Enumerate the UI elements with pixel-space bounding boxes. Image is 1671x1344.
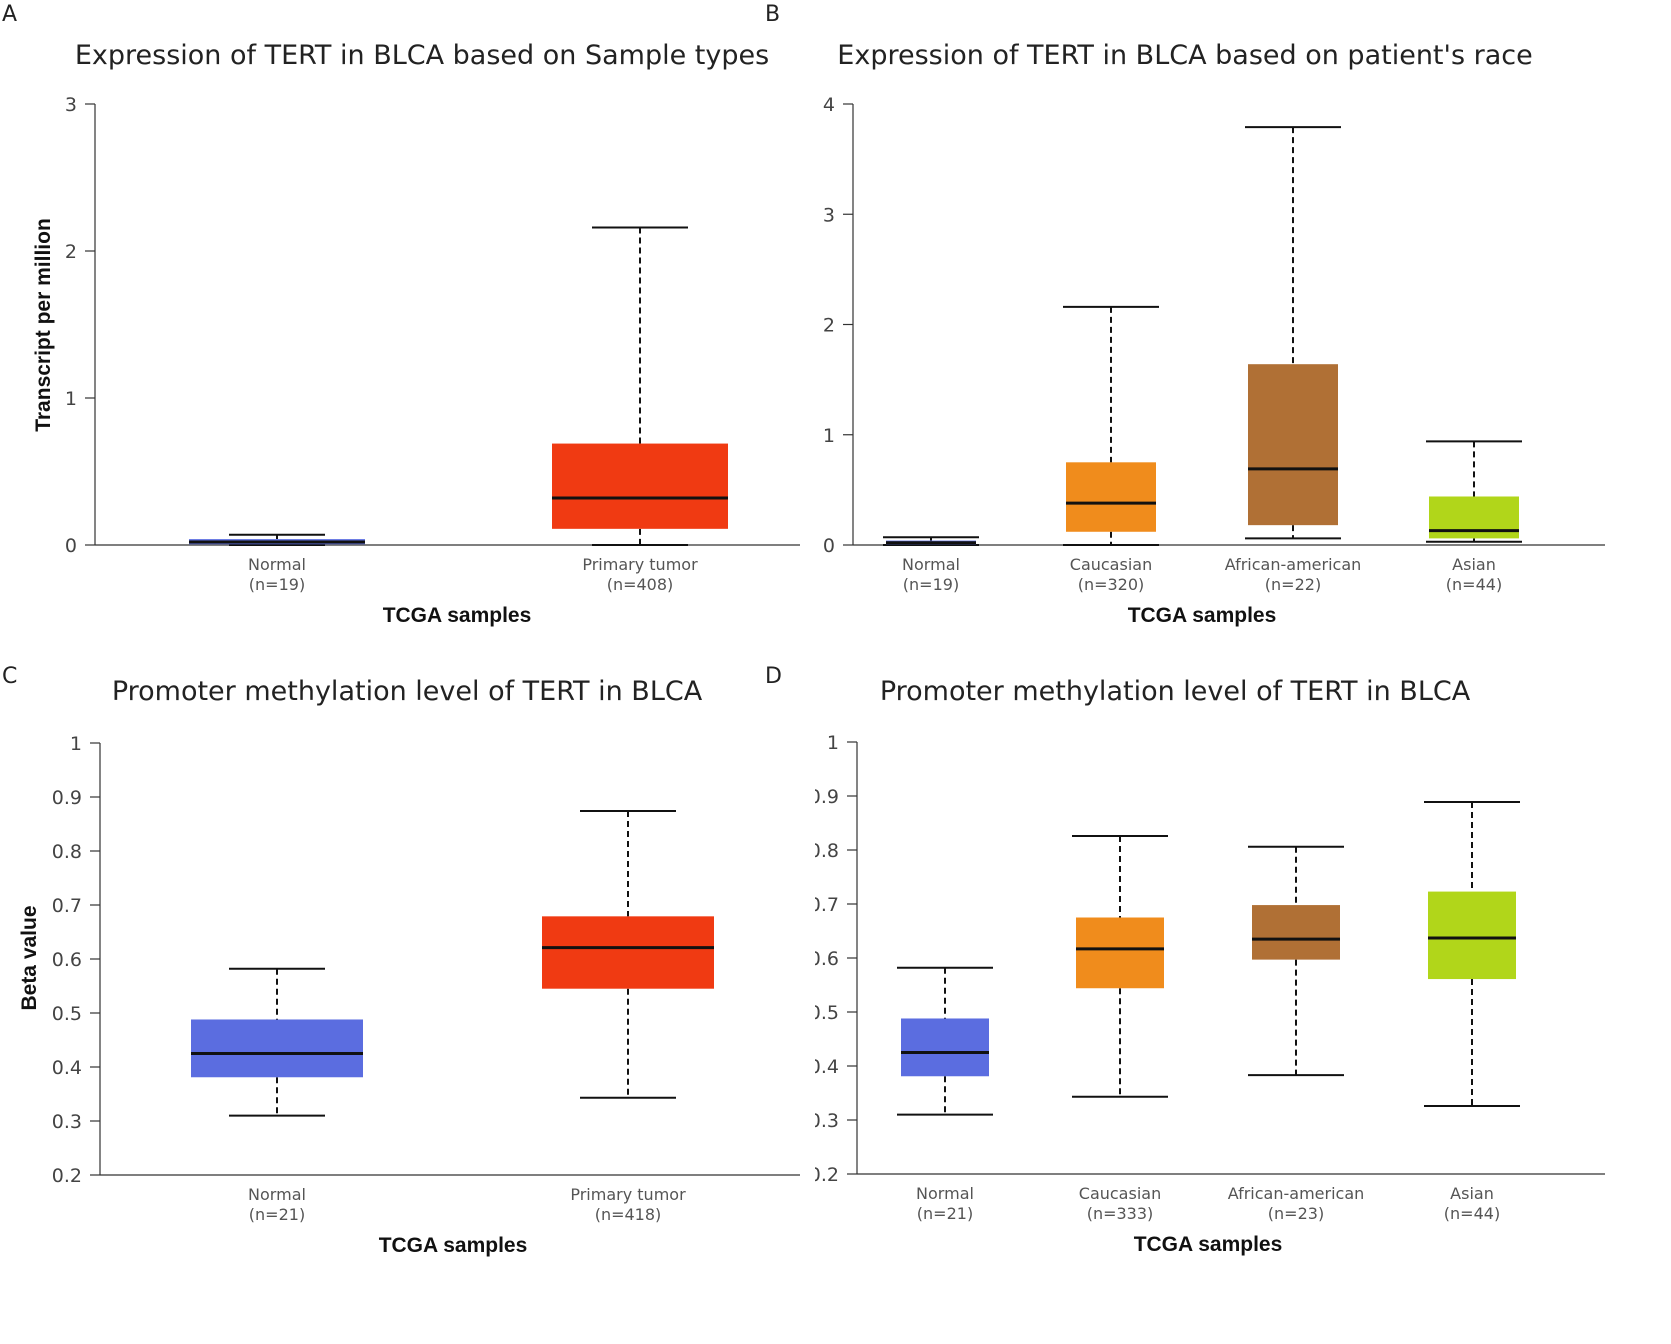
count-label-b-3: (n=44) xyxy=(1446,575,1502,594)
category-label-c-0: Normal xyxy=(248,1185,306,1204)
y-tick-label-d-5: 0.7 xyxy=(815,894,839,916)
y-tick-label-b-3: 3 xyxy=(823,204,835,226)
count-label-c-1: (n=418) xyxy=(595,1205,662,1224)
panel-letter-a: A xyxy=(2,2,18,27)
y-tick-label-d-0: 0.2 xyxy=(815,1164,839,1186)
count-label-d-1: (n=333) xyxy=(1087,1204,1154,1223)
count-label-b-0: (n=19) xyxy=(903,575,959,594)
y-tick-label-d-2: 0.4 xyxy=(815,1056,839,1078)
y-axis-title-a: Transcript per million xyxy=(32,218,55,432)
y-tick-label-c-0: 0.2 xyxy=(52,1165,82,1187)
box-c-0 xyxy=(191,1019,363,1078)
chart-title-a: Expression of TERT in BLCA based on Samp… xyxy=(74,40,770,71)
y-tick-label-d-8: 1 xyxy=(827,732,839,754)
count-label-d-3: (n=44) xyxy=(1444,1204,1500,1223)
y-tick-label-d-1: 0.3 xyxy=(815,1110,839,1132)
x-axis-title-b: TCGA samples xyxy=(1128,604,1277,627)
panel-letter-c: C xyxy=(2,664,18,689)
x-axis-title-c: TCGA samples xyxy=(379,1234,528,1257)
box-plot-c: 0.2 0.3 0.4 0.5 0.6 0.7 0.8 0.9 1 Beta value TCGA … xyxy=(18,733,800,1257)
y-tick-label-b-2: 2 xyxy=(823,315,835,337)
y-tick-label-d-6: 0.8 xyxy=(815,840,839,862)
y-tick-label-c-5: 0.7 xyxy=(52,895,82,917)
category-label-b-3: Asian xyxy=(1452,555,1496,574)
y-tick-label-a-2: 2 xyxy=(65,241,77,263)
box-d-0 xyxy=(901,1018,989,1077)
y-tick-label-d-4: 0.6 xyxy=(815,948,839,970)
y-tick-label-a-3: 3 xyxy=(65,94,77,116)
category-label-a-1: Primary tumor xyxy=(582,555,698,574)
y-tick-label-b-0: 0 xyxy=(823,535,835,557)
category-label-d-2: African-american xyxy=(1228,1184,1365,1203)
y-tick-label-c-8: 1 xyxy=(70,733,82,755)
box-c-1 xyxy=(542,916,714,989)
panel-a: A Expression of TERT in BLCA based on Sa… xyxy=(0,0,800,680)
y-tick-label-b-4: 4 xyxy=(823,94,835,116)
box-a-1 xyxy=(552,443,728,529)
category-label-d-3: Asian xyxy=(1450,1184,1494,1203)
category-label-b-2: African-american xyxy=(1225,555,1362,574)
count-label-c-0: (n=21) xyxy=(249,1205,305,1224)
y-tick-label-c-6: 0.8 xyxy=(52,841,82,863)
chart-title-c: Promoter methylation level of TERT in BL… xyxy=(111,676,703,707)
box-d-3 xyxy=(1428,891,1516,980)
count-label-a-1: (n=408) xyxy=(607,575,674,594)
y-tick-label-c-7: 0.9 xyxy=(52,787,82,809)
y-tick-label-b-1: 1 xyxy=(823,425,835,447)
chart-title-b: Expression of TERT in BLCA based on pati… xyxy=(837,40,1533,71)
panel-letter-d: D xyxy=(765,664,782,689)
panel-c: C Promoter methylation level of TERT in … xyxy=(0,664,800,1344)
panel-b: B Expression of TERT in BLCA based on pa… xyxy=(765,0,1671,680)
chart-title-d: Promoter methylation level of TERT in BL… xyxy=(879,676,1471,707)
panel-d: D Promoter methylation level of TERT in … xyxy=(765,664,1671,1344)
category-label-a-0: Normal xyxy=(248,555,306,574)
count-label-a-0: (n=19) xyxy=(249,575,305,594)
category-label-c-1: Primary tumor xyxy=(570,1185,686,1204)
y-tick-label-c-4: 0.6 xyxy=(52,949,82,971)
count-label-b-1: (n=320) xyxy=(1078,575,1145,594)
category-label-b-1: Caucasian xyxy=(1070,555,1152,574)
count-label-d-2: (n=23) xyxy=(1268,1204,1324,1223)
panel-letter-b: B xyxy=(765,2,781,27)
y-tick-label-a-1: 1 xyxy=(65,388,77,410)
box-d-1 xyxy=(1076,917,1164,989)
y-tick-label-c-3: 0.5 xyxy=(52,1003,82,1025)
category-label-d-0: Normal xyxy=(916,1184,974,1203)
box-plot-a: 0 1 2 3 Transcript per million TCGA samples No… xyxy=(32,94,800,627)
box-b-1 xyxy=(1066,462,1156,532)
box-b-2 xyxy=(1248,364,1338,526)
y-tick-label-c-2: 0.4 xyxy=(52,1057,82,1079)
x-axis-title-d: TCGA samples xyxy=(1134,1233,1283,1256)
y-tick-label-a-0: 0 xyxy=(65,535,77,557)
y-tick-label-d-3: 0.5 xyxy=(815,1002,839,1024)
y-tick-label-c-1: 0.3 xyxy=(52,1111,82,1133)
category-label-d-1: Caucasian xyxy=(1079,1184,1161,1203)
count-label-d-0: (n=21) xyxy=(917,1204,973,1223)
count-label-b-2: (n=22) xyxy=(1265,575,1321,594)
y-axis-title-c: Beta value xyxy=(18,905,41,1010)
box-d-2 xyxy=(1252,905,1340,960)
y-tick-label-d-7: 0.9 xyxy=(815,786,839,808)
category-label-b-0: Normal xyxy=(902,555,960,574)
x-axis-title-a: TCGA samples xyxy=(383,604,532,627)
